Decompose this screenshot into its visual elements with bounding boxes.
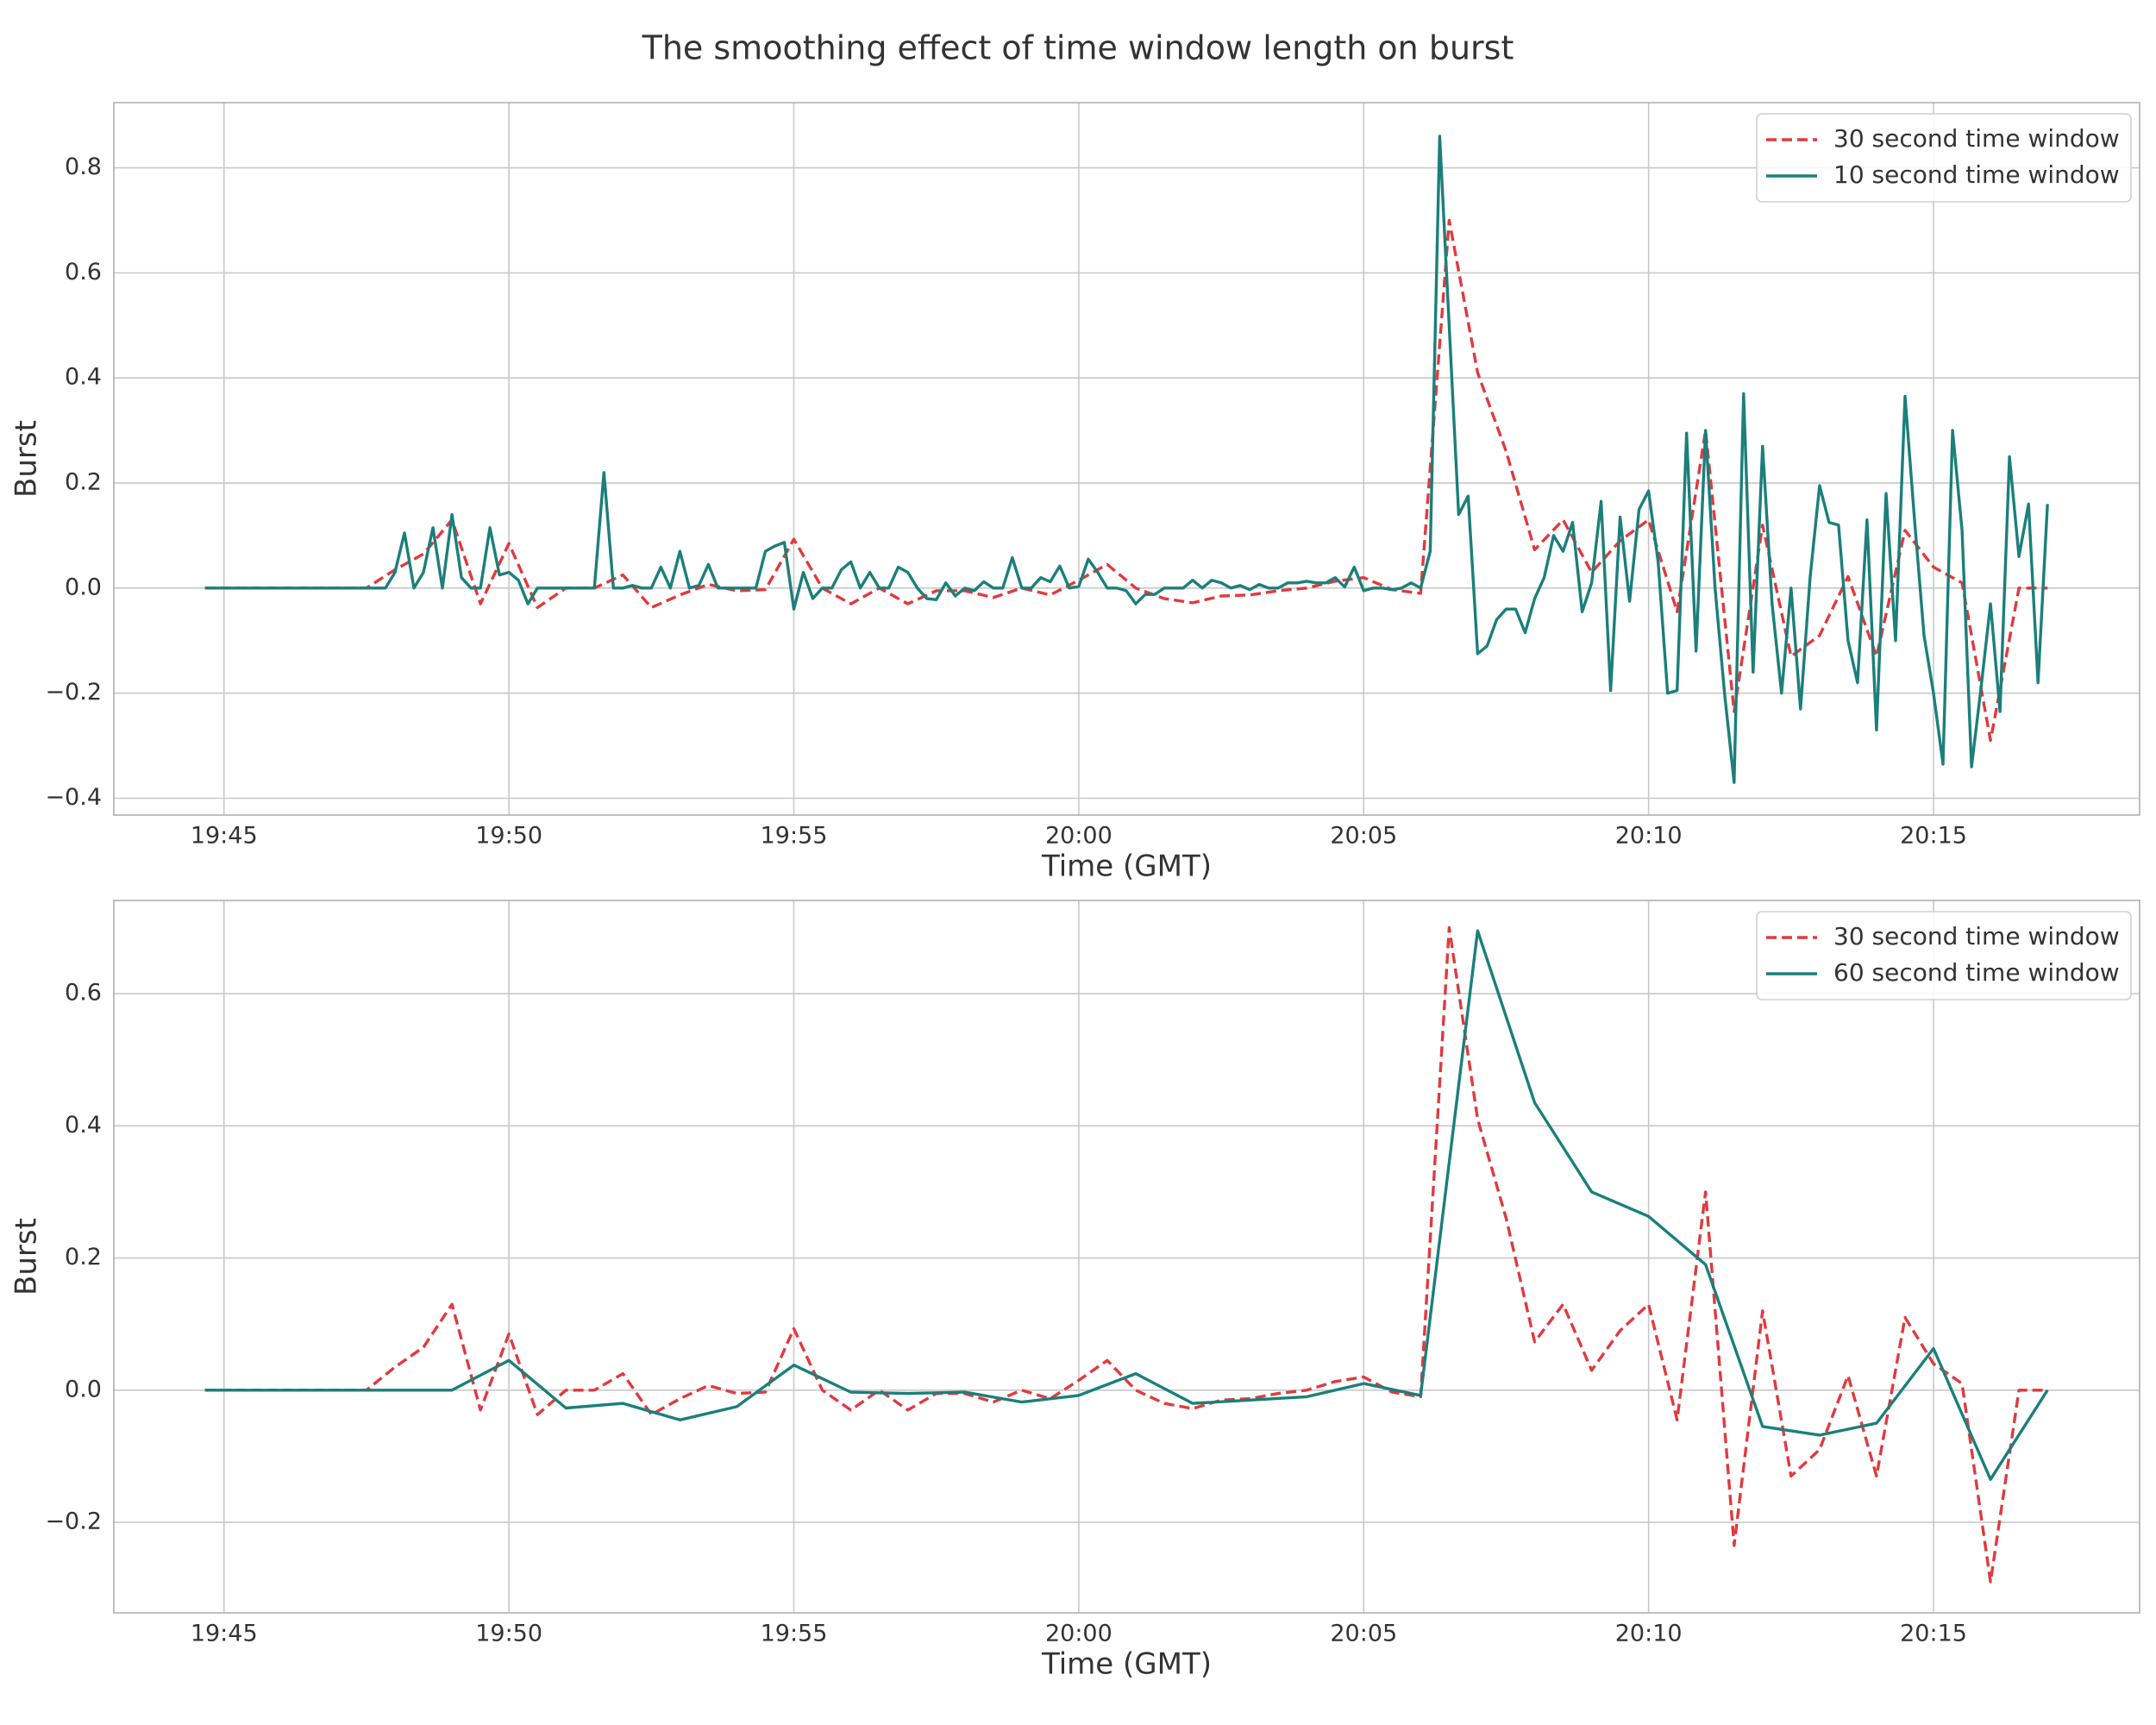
subplot: −0.2 0.0 0.2 0.4 0.6 19:45 19:50 19:55 20:00 20:0… <box>9 900 2140 1682</box>
subplot: −0.4 −0.2 0.0 0.2 0.4 0.6 0.8 19:45 19:50 19:55 20… <box>9 102 2140 884</box>
figure-title: The smoothing effect of time window leng… <box>642 29 1514 67</box>
y-tick-label: 0.2 <box>65 1244 102 1270</box>
y-tick-label: 0.6 <box>65 980 102 1007</box>
series-line <box>204 218 2048 743</box>
y-tick-label: 0.6 <box>65 259 102 285</box>
x-tick-label: 19:50 <box>475 1621 542 1647</box>
y-tick-label: −0.2 <box>45 679 102 706</box>
x-tick-label: 20:10 <box>1615 1621 1683 1647</box>
legend: 30 second time window 10 second time wind… <box>1756 113 2132 203</box>
x-tick-label: 19:45 <box>191 823 258 850</box>
x-tick-label: 20:15 <box>1900 1621 1967 1647</box>
x-tick-label: 19:50 <box>475 823 542 850</box>
plot-frame <box>113 102 2140 816</box>
legend-label: 10 second time window <box>1833 160 2120 189</box>
x-axis-label: Time (GMT) <box>1041 1647 1212 1682</box>
y-tick-label: 0.0 <box>65 574 102 600</box>
plot-frame <box>113 900 2140 1614</box>
x-tick-label: 20:00 <box>1045 1621 1112 1647</box>
x-tick-label: 20:15 <box>1900 823 1967 850</box>
series-line <box>204 925 2048 1584</box>
x-tick-label: 20:05 <box>1330 1621 1397 1647</box>
y-tick-label: 0.8 <box>65 154 102 180</box>
legend: 30 second time window 60 second time wind… <box>1756 911 2132 1000</box>
x-axis-label: Time (GMT) <box>1041 850 1212 884</box>
legend-box <box>1756 113 2132 203</box>
series-line <box>204 929 2049 1481</box>
legend-label: 30 second time window <box>1833 124 2120 153</box>
legend-label: 60 second time window <box>1833 958 2120 987</box>
y-tick-label: 0.4 <box>65 364 102 391</box>
x-tick-label: 20:05 <box>1330 823 1397 850</box>
x-tick-label: 19:55 <box>761 1621 828 1647</box>
legend-box <box>1756 911 2132 1000</box>
y-tick-label: −0.2 <box>45 1509 102 1535</box>
y-tick-label: 0.0 <box>65 1376 102 1402</box>
series-line <box>204 135 2049 784</box>
legend-label: 30 second time window <box>1833 922 2120 950</box>
y-axis-label: Burst <box>9 1218 44 1295</box>
y-tick-label: 0.2 <box>65 469 102 496</box>
y-axis-label: Burst <box>9 420 44 498</box>
y-tick-label: 0.4 <box>65 1112 102 1138</box>
x-tick-label: 19:45 <box>191 1621 258 1647</box>
x-tick-label: 20:00 <box>1045 823 1112 850</box>
x-tick-label: 19:55 <box>761 823 828 850</box>
y-tick-label: −0.4 <box>45 784 102 811</box>
x-tick-label: 20:10 <box>1615 823 1683 850</box>
